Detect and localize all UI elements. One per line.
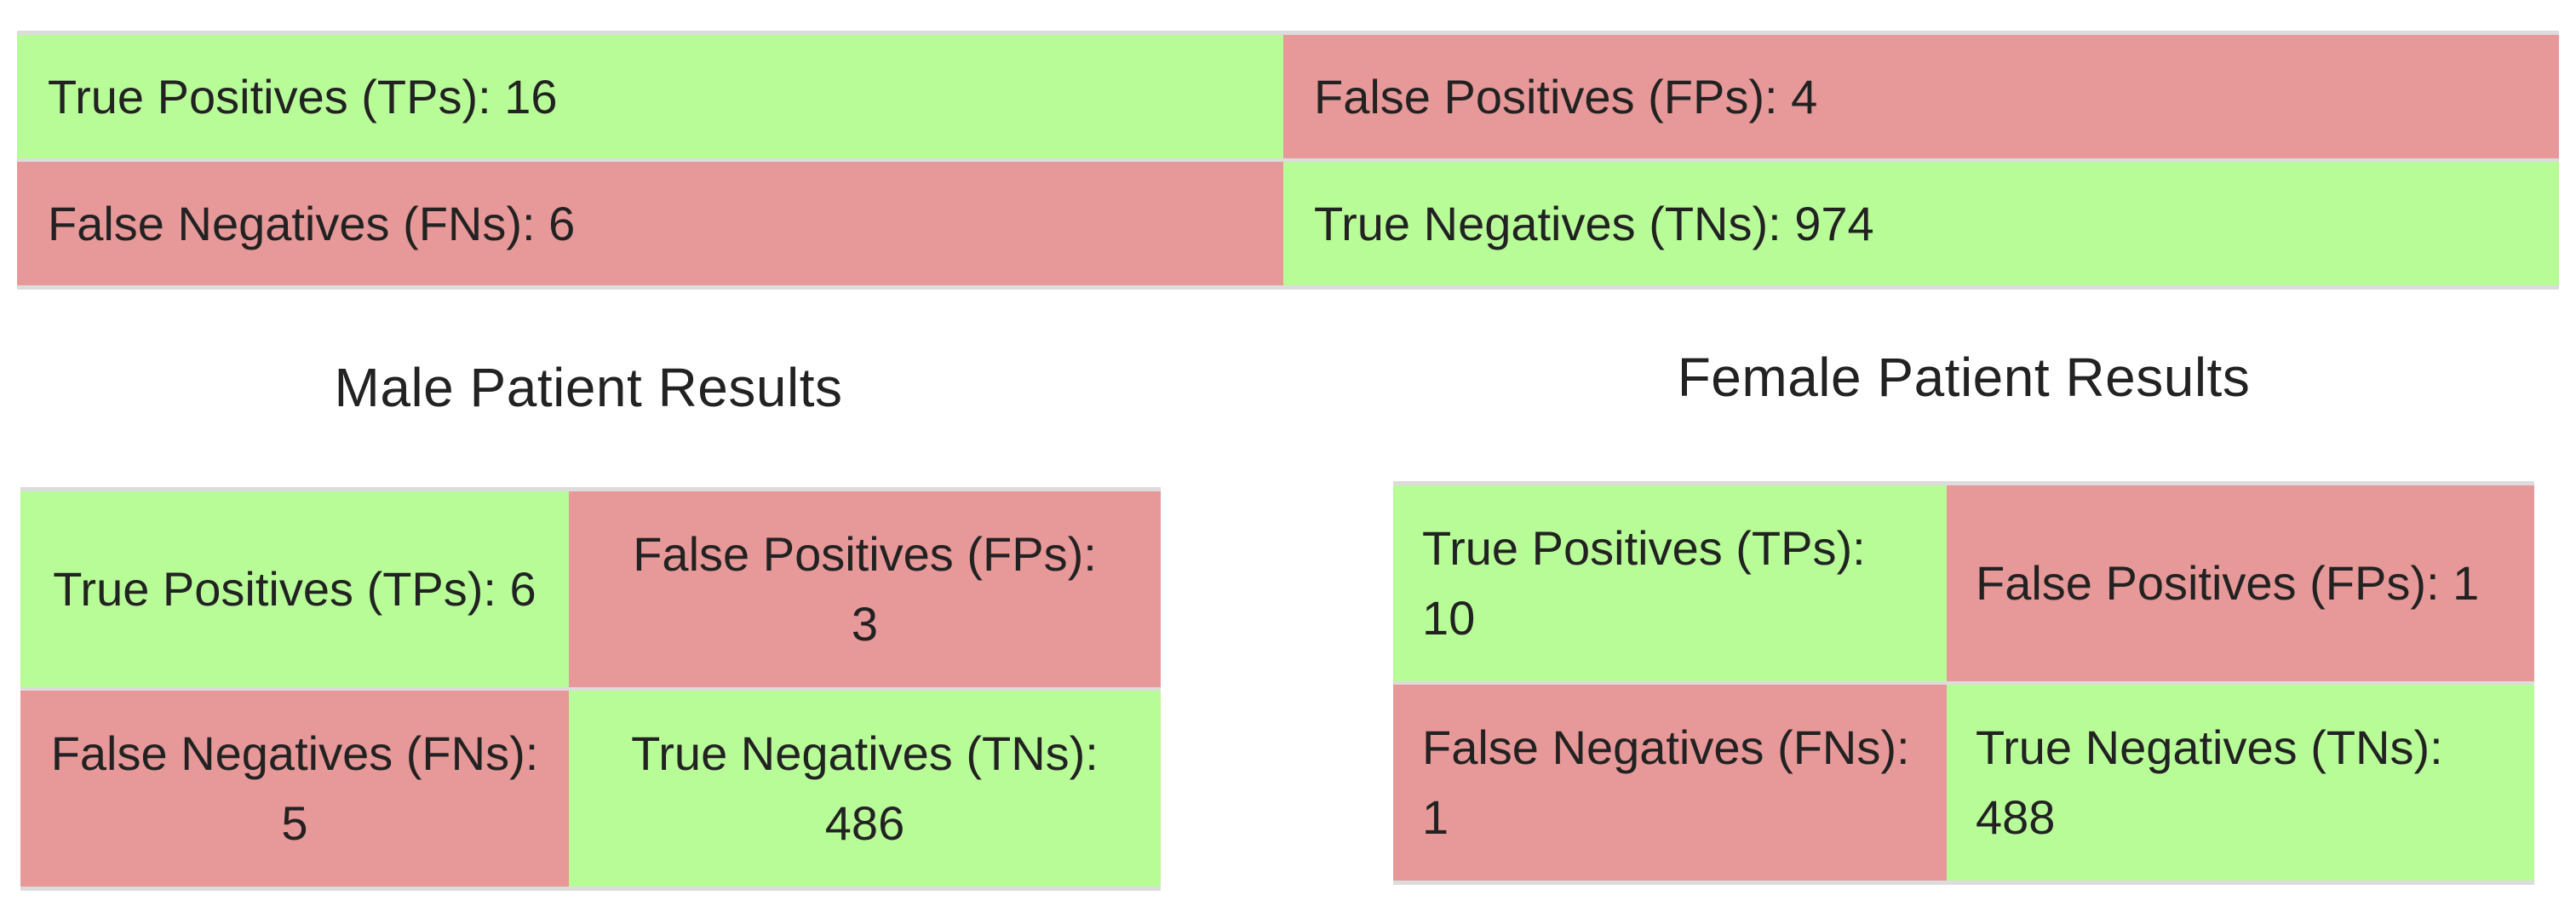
female-true-positives-label: True Positives (TPs): 10 [1422,521,1866,645]
overall-true-negatives-label: True Negatives (TNs): 974 [1314,196,1874,250]
overall-false-negatives-label: False Negatives (FNs): 6 [48,196,576,250]
male-false-negatives-cell: False Negatives (FNs): 5 [20,691,569,887]
female-results-title: Female Patient Results [1677,347,2251,408]
male-results-title: Male Patient Results [334,357,843,418]
male-true-negatives-label: True Negatives (TNs): 486 [631,726,1099,850]
male-false-negatives-label: False Negatives (FNs): 5 [50,726,539,850]
male-false-positives-cell: False Positives (FPs): 3 [569,491,1161,687]
male-true-positives-cell: True Positives (TPs): 6 [20,491,569,687]
female-false-negatives-cell: False Negatives (FNs): 1 [1393,685,1947,881]
overall-false-positives-cell: False Positives (FPs): 4 [1283,35,2559,158]
overall-true-positives-cell: True Positives (TPs): 16 [17,35,1283,158]
male-false-positives-label: False Positives (FPs): 3 [633,527,1097,651]
overall-true-negatives-cell: True Negatives (TNs): 974 [1283,162,2559,285]
overall-true-positives-label: True Positives (TPs): 16 [48,69,558,123]
female-false-negatives-label: False Negatives (FNs): 1 [1422,720,1910,844]
female-false-positives-label: False Positives (FPs): 1 [1976,556,2480,610]
female-true-negatives-label: True Negatives (TNs): 488 [1976,720,2443,844]
male-true-negatives-cell: True Negatives (TNs): 486 [569,691,1161,887]
female-false-positives-cell: False Positives (FPs): 1 [1947,485,2534,681]
male-confusion-matrix: True Positives (TPs): 6 False Positives … [20,487,1161,891]
female-true-positives-cell: True Positives (TPs): 10 [1393,485,1947,681]
female-confusion-matrix: True Positives (TPs): 10 False Positives… [1393,481,2534,885]
female-true-negatives-cell: True Negatives (TNs): 488 [1947,685,2534,881]
overall-false-positives-label: False Positives (FPs): 4 [1314,69,1818,123]
overall-false-negatives-cell: False Negatives (FNs): 6 [17,162,1283,285]
overall-confusion-matrix: True Positives (TPs): 16 False Positives… [17,31,2559,290]
male-true-positives-label: True Positives (TPs): 6 [53,562,536,616]
